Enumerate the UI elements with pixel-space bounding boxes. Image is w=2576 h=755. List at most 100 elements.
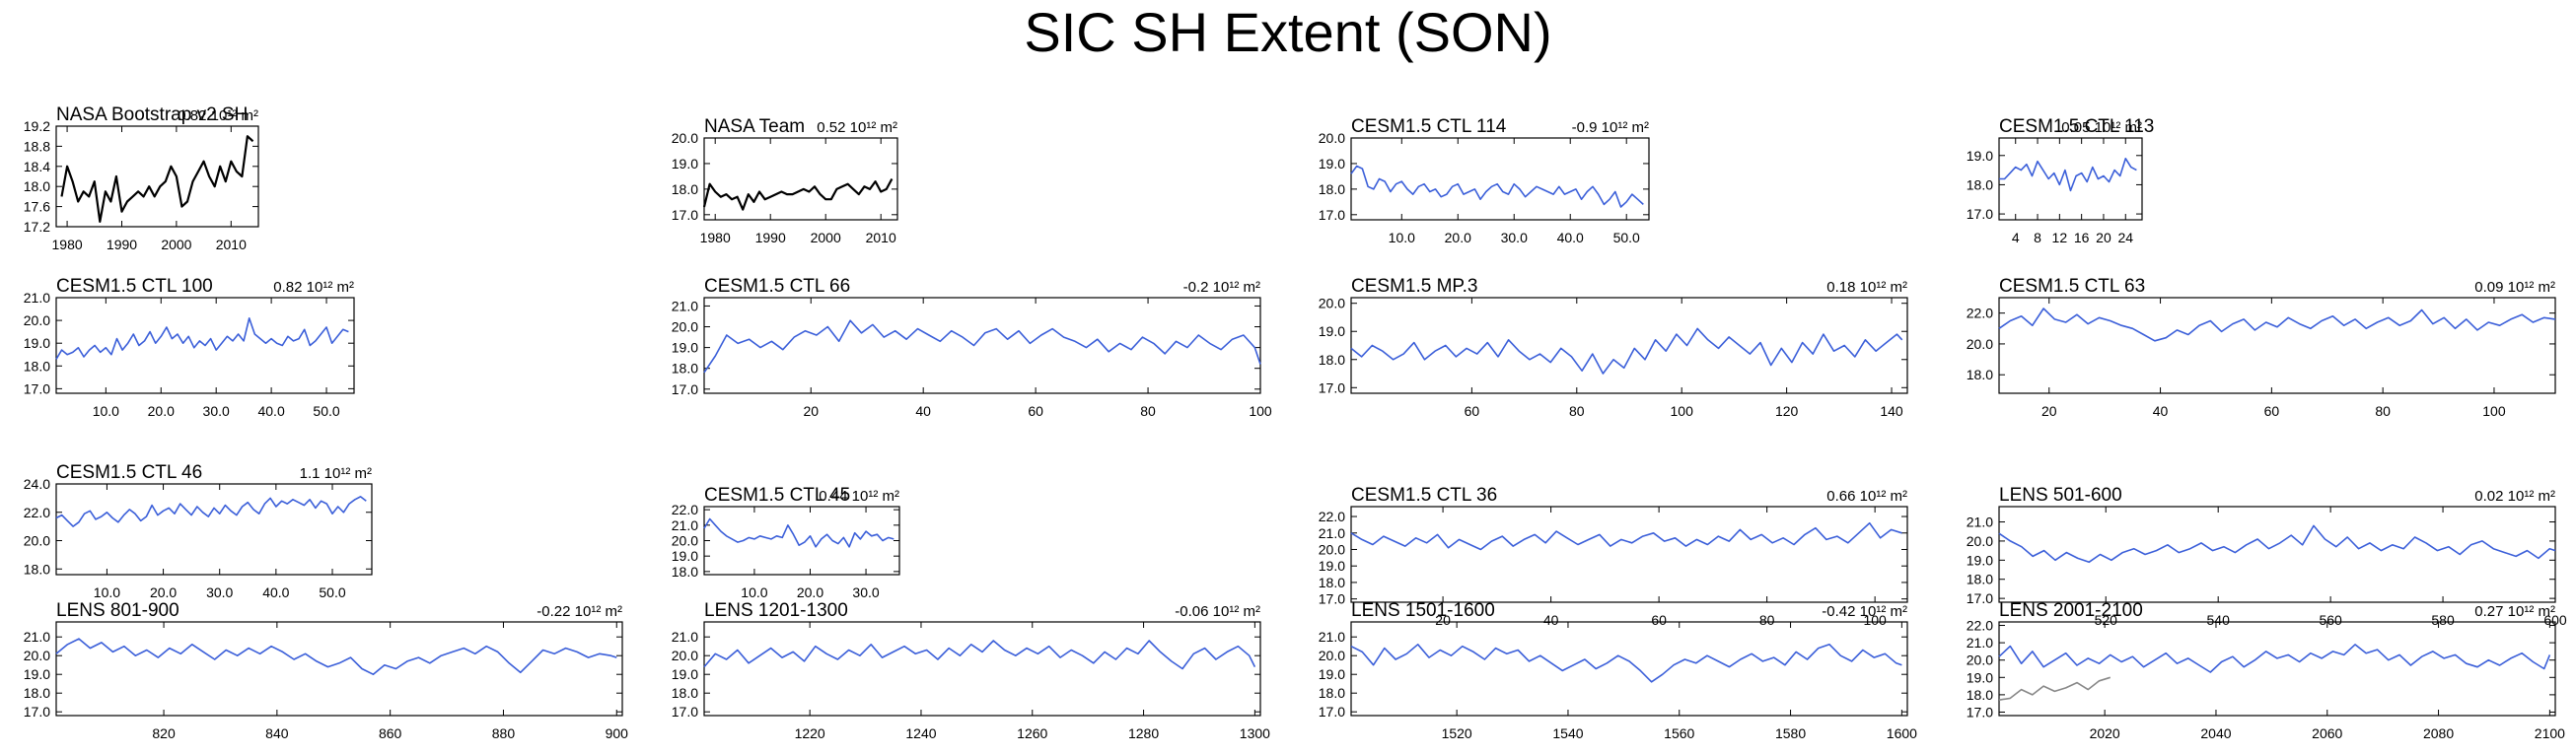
panel-title: CESM1.5 CTL 114 <box>1351 116 1507 137</box>
x-tick-label: 10.0 <box>93 403 119 419</box>
y-tick-label: 17.0 <box>672 207 698 223</box>
panel-16: 2020 2040 2060 2080 2100 17.018.0 19.020.021.0… <box>1967 600 2565 741</box>
plot-frame <box>1998 137 2143 221</box>
x-tick-label: 30.0 <box>206 584 233 600</box>
panel-4: 4 8 12 16 20 24 17.0 18.0 19.0 CESM1.5 CTL 1130.0… <box>1967 116 2155 245</box>
x-tick-label: 820 <box>152 725 176 741</box>
y-tick-label: 17.0 <box>24 380 50 396</box>
trend-label: -0.06 10¹² m² <box>1175 603 1260 620</box>
series-line-1 <box>60 135 254 223</box>
x-tick-label: 1560 <box>1664 725 1694 741</box>
y-tick-label: 21.0 <box>672 629 698 645</box>
x-tick-label: 20 <box>803 403 819 419</box>
trend-label: 0.09 10¹² m² <box>2474 279 2555 296</box>
plot-frame <box>55 297 355 394</box>
panel-13: 820 840 860 880 900 17.0 18.0 19.0 20.0 21.0 LENS … <box>24 600 628 741</box>
plot-frame <box>1350 137 1650 221</box>
y-tick-label: 21.0 <box>1319 525 1345 541</box>
x-tick-label: 1260 <box>1017 725 1047 741</box>
y-tick-label: 18.0 <box>1319 181 1345 197</box>
trend-label: 0.82 10¹² m² <box>178 107 258 124</box>
y-tick-label: 20.0 <box>24 533 50 549</box>
y-tick-label: 19.0 <box>1967 669 1993 685</box>
x-tick-label: 40.0 <box>262 584 289 600</box>
y-tick-label: 24.0 <box>24 476 50 492</box>
x-tick-label: 60 <box>1028 403 1043 419</box>
x-tick-label: 50.0 <box>313 403 339 419</box>
trend-label: 0.66 10¹² m² <box>1826 488 1907 505</box>
y-tick-label: 20.0 <box>672 130 698 146</box>
series-line-1 <box>703 319 1261 374</box>
x-tick-label: 2010 <box>216 237 247 252</box>
y-tick-label: 18.0 <box>24 561 50 577</box>
x-tick-label: 560 <box>2319 612 2342 628</box>
trend-label: 0.18 10¹² m² <box>1826 279 1907 296</box>
x-tick-label: 20.0 <box>1445 230 1471 245</box>
panel-title: CESM1.5 CTL 100 <box>56 276 213 297</box>
y-tick-label: 21.0 <box>1319 629 1345 645</box>
plot-frame <box>55 483 373 576</box>
x-tick-label: 60 <box>2264 403 2280 419</box>
x-tick-label: 50.0 <box>1613 230 1640 245</box>
figure-title: SIC SH Extent (SON) <box>1024 1 1552 63</box>
x-tick-label: 900 <box>606 725 629 741</box>
y-tick-label: 21.0 <box>1967 515 1993 530</box>
x-tick-label: 1980 <box>52 237 83 252</box>
y-tick-label: 19.2 <box>24 118 50 134</box>
x-tick-label: 30.0 <box>203 403 230 419</box>
plot-frame <box>1998 506 2556 603</box>
panel-1: 1980 1990 2000 2010 17.2 17.6 18.0 18.4 18.8 19.2… <box>24 104 259 252</box>
trend-label: 0.27 10¹² m² <box>2474 603 2555 620</box>
x-tick-label: 880 <box>492 725 516 741</box>
plot-frame <box>703 297 1261 394</box>
y-tick-label: 21.0 <box>672 517 698 533</box>
plot-frame <box>1350 297 1908 394</box>
x-tick-label: 40.0 <box>257 403 284 419</box>
panel-title: CESM1.5 CTL 45 <box>704 485 850 506</box>
panel-3: 10.0 20.0 30.0 40.0 50.0 17.0 18.0 19.0 20.0 CESM… <box>1319 116 1650 245</box>
y-tick-label: 18.8 <box>24 138 50 154</box>
x-tick-label: 840 <box>265 725 289 741</box>
panel-title: LENS 801-900 <box>56 600 179 621</box>
x-tick-label: 100 <box>1671 403 1694 419</box>
x-tick-label: 40 <box>1543 612 1559 628</box>
panel-10: 10.0 20.0 30.018.019.020.021.022.0CESM1.5 … <box>672 485 900 600</box>
plot-frame <box>703 137 898 221</box>
y-tick-label: 20.0 <box>672 319 698 335</box>
y-tick-label: 22.0 <box>1967 618 1993 634</box>
x-tick-label: 20.0 <box>150 584 177 600</box>
plot-frame <box>1350 506 1908 603</box>
trend-label: -0.42 10¹² m² <box>1822 603 1907 620</box>
series-line-1 <box>1350 165 1644 208</box>
x-tick-label: 10.0 <box>741 584 767 600</box>
panel-title: CESM1.5 CTL 66 <box>704 276 850 297</box>
plot-frame <box>1350 621 1908 717</box>
y-tick-label: 18.0 <box>1967 687 1993 703</box>
x-tick-label: 30.0 <box>852 584 879 600</box>
panel-title: LENS 501-600 <box>1999 485 2122 506</box>
y-tick-label: 19.0 <box>1967 148 1993 164</box>
y-tick-label: 20.0 <box>1967 336 1993 352</box>
x-tick-label: 80 <box>1569 403 1585 419</box>
x-tick-label: 1580 <box>1775 725 1806 741</box>
x-tick-label: 1220 <box>795 725 825 741</box>
x-tick-label: 540 <box>2207 612 2231 628</box>
x-tick-label: 80 <box>1140 403 1156 419</box>
x-tick-label: 580 <box>2431 612 2455 628</box>
y-tick-label: 19.0 <box>1319 323 1345 339</box>
x-tick-label: 40 <box>2153 403 2169 419</box>
y-tick-label: 18.0 <box>672 685 698 701</box>
x-tick-label: 520 <box>2095 612 2118 628</box>
x-tick-label: 10.0 <box>94 584 120 600</box>
x-tick-label: 100 <box>1249 403 1272 419</box>
y-tick-label: 20.0 <box>1319 648 1345 663</box>
y-tick-label: 20.0 <box>1967 533 1993 549</box>
x-tick-label: 2010 <box>866 230 896 245</box>
x-tick-label: 100 <box>2482 403 2506 419</box>
y-tick-label: 22.0 <box>1967 306 1993 321</box>
x-tick-label: 2100 <box>2535 725 2565 741</box>
y-tick-label: 18.4 <box>24 159 50 174</box>
y-tick-label: 17.0 <box>24 704 50 720</box>
y-tick-label: 17.0 <box>1319 704 1345 720</box>
panel-title: CESM1.5 CTL 46 <box>56 462 202 483</box>
